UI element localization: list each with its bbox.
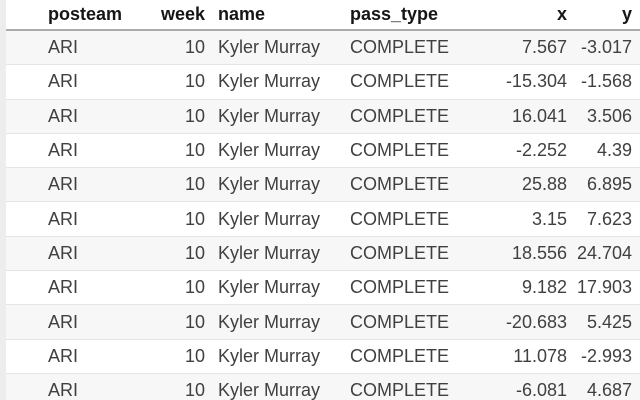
- column-header-x: x: [460, 0, 572, 31]
- table-row: ARI 10 Kyler Murray COMPLETE 9.182 17.903: [0, 270, 640, 306]
- cell-posteam: ARI: [0, 64, 153, 100]
- cell-pass_type: COMPLETE: [345, 167, 460, 203]
- cell-x: -20.683: [460, 304, 572, 340]
- cell-pass_type: COMPLETE: [345, 373, 460, 400]
- cell-x: -15.304: [460, 64, 572, 100]
- cell-pass_type: COMPLETE: [345, 30, 460, 66]
- cell-y: 4.39: [572, 133, 640, 169]
- cell-week: 10: [153, 304, 210, 340]
- cell-name: Kyler Murray: [210, 201, 345, 237]
- cell-y: -1.568: [572, 64, 640, 100]
- cell-y: -3.017: [572, 30, 640, 66]
- table-row: ARI 10 Kyler Murray COMPLETE -6.081 4.687: [0, 373, 640, 400]
- cell-x: 3.15: [460, 201, 572, 237]
- header-row: posteam week name pass_type x y: [0, 0, 640, 31]
- cell-name: Kyler Murray: [210, 99, 345, 134]
- cell-week: 10: [153, 201, 210, 237]
- cell-name: Kyler Murray: [210, 30, 345, 66]
- cell-x: 7.567: [460, 30, 572, 66]
- cell-pass_type: COMPLETE: [345, 201, 460, 237]
- table-header: posteam week name pass_type x y: [0, 0, 640, 31]
- table-row: ARI 10 Kyler Murray COMPLETE 7.567 -3.017: [0, 30, 640, 66]
- left-gutter-strip: [0, 0, 6, 400]
- table-row: ARI 10 Kyler Murray COMPLETE 11.078 -2.993: [0, 339, 640, 374]
- cell-pass_type: COMPLETE: [345, 339, 460, 374]
- cell-posteam: ARI: [0, 270, 153, 306]
- table-row: ARI 10 Kyler Murray COMPLETE -2.252 4.39: [0, 133, 640, 169]
- table-row: ARI 10 Kyler Murray COMPLETE 16.041 3.506: [0, 99, 640, 134]
- cell-y: 6.895: [572, 167, 640, 203]
- cell-x: 11.078: [460, 339, 572, 374]
- cell-name: Kyler Murray: [210, 133, 345, 169]
- cell-week: 10: [153, 133, 210, 169]
- cell-pass_type: COMPLETE: [345, 236, 460, 272]
- cell-y: 4.687: [572, 373, 640, 400]
- column-header-pass-type: pass_type: [345, 0, 460, 31]
- cell-x: -2.252: [460, 133, 572, 169]
- cell-x: 9.182: [460, 270, 572, 306]
- cell-y: -2.993: [572, 339, 640, 374]
- column-header-week: week: [153, 0, 210, 31]
- cell-x: -6.081: [460, 373, 572, 400]
- cell-name: Kyler Murray: [210, 64, 345, 100]
- column-header-posteam: posteam: [0, 0, 153, 31]
- column-header-name: name: [210, 0, 345, 31]
- cell-pass_type: COMPLETE: [345, 99, 460, 134]
- cell-name: Kyler Murray: [210, 167, 345, 203]
- cell-y: 7.623: [572, 201, 640, 237]
- cell-y: 3.506: [572, 99, 640, 134]
- cell-name: Kyler Murray: [210, 236, 345, 272]
- cell-name: Kyler Murray: [210, 373, 345, 400]
- cell-week: 10: [153, 236, 210, 272]
- table-row: ARI 10 Kyler Murray COMPLETE 18.556 24.704: [0, 236, 640, 272]
- cell-posteam: ARI: [0, 133, 153, 169]
- table-row: ARI 10 Kyler Murray COMPLETE -20.683 5.425: [0, 304, 640, 340]
- column-header-y: y: [572, 0, 640, 31]
- cell-pass_type: COMPLETE: [345, 304, 460, 340]
- cell-pass_type: COMPLETE: [345, 64, 460, 100]
- cell-week: 10: [153, 167, 210, 203]
- cell-week: 10: [153, 30, 210, 66]
- cell-x: 25.88: [460, 167, 572, 203]
- table-body: ARI 10 Kyler Murray COMPLETE 7.567 -3.017 ARI 1…: [0, 30, 640, 400]
- cell-y: 17.903: [572, 270, 640, 306]
- table-row: ARI 10 Kyler Murray COMPLETE 3.15 7.623: [0, 201, 640, 237]
- cell-y: 24.704: [572, 236, 640, 272]
- cell-posteam: ARI: [0, 236, 153, 272]
- cell-x: 18.556: [460, 236, 572, 272]
- cell-posteam: ARI: [0, 167, 153, 203]
- cell-x: 16.041: [460, 99, 572, 134]
- cell-pass_type: COMPLETE: [345, 133, 460, 169]
- cell-name: Kyler Murray: [210, 339, 345, 374]
- table-row: ARI 10 Kyler Murray COMPLETE 25.88 6.895: [0, 167, 640, 203]
- cell-pass_type: COMPLETE: [345, 270, 460, 306]
- cell-posteam: ARI: [0, 373, 153, 400]
- cell-week: 10: [153, 64, 210, 100]
- cell-week: 10: [153, 373, 210, 400]
- cell-week: 10: [153, 339, 210, 374]
- cell-name: Kyler Murray: [210, 304, 345, 340]
- cell-week: 10: [153, 270, 210, 306]
- cell-week: 10: [153, 99, 210, 134]
- cell-posteam: ARI: [0, 99, 153, 134]
- cell-y: 5.425: [572, 304, 640, 340]
- cell-posteam: ARI: [0, 339, 153, 374]
- cell-posteam: ARI: [0, 304, 153, 340]
- table-row: ARI 10 Kyler Murray COMPLETE -15.304 -1.568: [0, 64, 640, 100]
- cell-name: Kyler Murray: [210, 270, 345, 306]
- cell-posteam: ARI: [0, 201, 153, 237]
- cell-posteam: ARI: [0, 30, 153, 66]
